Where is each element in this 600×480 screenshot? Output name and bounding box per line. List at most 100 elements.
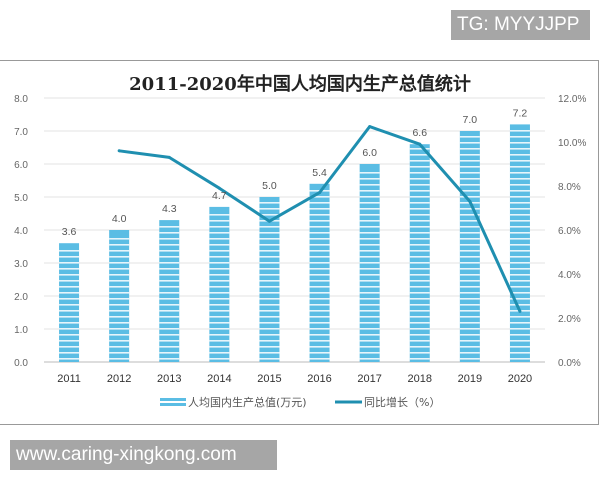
bar-stripe: [259, 256, 280, 258]
bar-stripe: [109, 346, 130, 348]
left-axis-tick-label: 8.0: [14, 94, 28, 105]
bar-stripe: [359, 316, 380, 318]
bar: [509, 124, 530, 363]
bar-stripe: [359, 250, 380, 252]
x-axis-tick-label: 2018: [408, 373, 432, 385]
bar-stripe: [259, 346, 280, 348]
bar-stripe: [359, 310, 380, 312]
bar-stripe: [309, 268, 330, 270]
bar-stripe: [459, 340, 480, 342]
bar-stripe: [59, 316, 80, 318]
bar-stripe: [409, 160, 430, 162]
bar-stripe: [359, 208, 380, 210]
legend-bar-swatch: [160, 403, 186, 406]
bar-stripe: [459, 328, 480, 330]
left-axis-tick-label: 1.0: [14, 325, 28, 336]
right-axis-tick-label: 8.0%: [558, 182, 581, 193]
bar-stripe: [509, 190, 530, 192]
bar-stripe: [509, 136, 530, 138]
bar-stripe: [209, 268, 230, 270]
bar-stripe: [59, 274, 80, 276]
chart: 2011-2020年中国人均国内生产总值统计 0.0 1.0 2.0 3.0 4.0 5.…: [14, 73, 586, 409]
bar-stripe: [359, 256, 380, 258]
bar-stripe: [509, 268, 530, 270]
bar-stripe: [409, 250, 430, 252]
bar-stripe: [259, 250, 280, 252]
bar-stripe: [459, 226, 480, 228]
bar-stripe: [159, 232, 180, 234]
bar-stripe: [459, 208, 480, 210]
bar: [59, 243, 80, 362]
bar-stripe: [459, 292, 480, 294]
bar-stripe: [409, 316, 430, 318]
bar-stripe: [209, 256, 230, 258]
x-axis-tick-label: 2012: [107, 373, 131, 385]
bar-stripe: [409, 310, 430, 312]
x-axis-tick-label: 2011: [57, 373, 81, 385]
bar-stripe: [409, 268, 430, 270]
bar-stripe: [409, 220, 430, 222]
bar-stripe: [509, 202, 530, 204]
bar-stripe: [259, 268, 280, 270]
bar-stripe: [109, 280, 130, 282]
bar-stripe: [59, 358, 80, 360]
bar-stripe: [159, 358, 180, 360]
bar-stripe: [209, 250, 230, 252]
bar-stripe: [459, 256, 480, 258]
bar: [159, 220, 180, 362]
bar-stripe: [409, 172, 430, 174]
bar-stripe: [159, 340, 180, 342]
bar-stripe: [109, 352, 130, 354]
bar-data-label: 5.4: [312, 167, 327, 179]
bar-stripe: [359, 334, 380, 336]
bar-stripe: [409, 214, 430, 216]
bar-stripe: [209, 214, 230, 216]
x-axis-tick-label: 2020: [508, 373, 532, 385]
bar: [459, 131, 480, 362]
bar-stripe: [259, 280, 280, 282]
bar-stripe: [359, 280, 380, 282]
legend: 人均国内生产总值(万元) 同比增长（%）: [160, 395, 440, 409]
bar-stripe: [109, 244, 130, 246]
bar-stripe: [259, 274, 280, 276]
bar-stripe: [59, 340, 80, 342]
bar-stripe: [309, 202, 330, 204]
bar-stripe: [259, 238, 280, 240]
bar-stripe: [509, 154, 530, 156]
bar-stripe: [159, 262, 180, 264]
bar: [359, 164, 380, 362]
bar-stripe: [359, 262, 380, 264]
bar-stripe: [459, 322, 480, 324]
bar-stripe: [459, 214, 480, 216]
bar-stripe: [409, 352, 430, 354]
bar-stripe: [109, 304, 130, 306]
chart-title: 2011-2020年中国人均国内生产总值统计: [129, 73, 471, 95]
bar-stripe: [359, 286, 380, 288]
bar-stripe: [509, 286, 530, 288]
bar-stripe: [309, 286, 330, 288]
bar-stripe: [259, 286, 280, 288]
bar-stripe: [459, 352, 480, 354]
bar-stripe: [459, 166, 480, 168]
bar-stripe: [159, 316, 180, 318]
bar-stripe: [259, 352, 280, 354]
tg-watermark-tag: TG: MYYJJPP: [451, 10, 590, 40]
bar-stripe: [509, 328, 530, 330]
growth-rate-point: [117, 149, 121, 153]
bar-fill: [59, 243, 80, 362]
right-axis-tick-label: 10.0%: [558, 138, 586, 149]
bar-stripe: [359, 184, 380, 186]
bar-stripe: [359, 226, 380, 228]
bar-stripe: [309, 280, 330, 282]
bar-stripe: [459, 358, 480, 360]
bar-stripe: [509, 214, 530, 216]
bar-stripe: [409, 184, 430, 186]
bar-stripe: [109, 322, 130, 324]
bar-stripe: [509, 358, 530, 360]
bar-stripe: [259, 244, 280, 246]
bar-stripe: [509, 304, 530, 306]
bar-stripe: [209, 286, 230, 288]
bar-stripe: [109, 334, 130, 336]
bar-stripe: [509, 226, 530, 228]
x-axis-tick-label: 2013: [157, 373, 181, 385]
